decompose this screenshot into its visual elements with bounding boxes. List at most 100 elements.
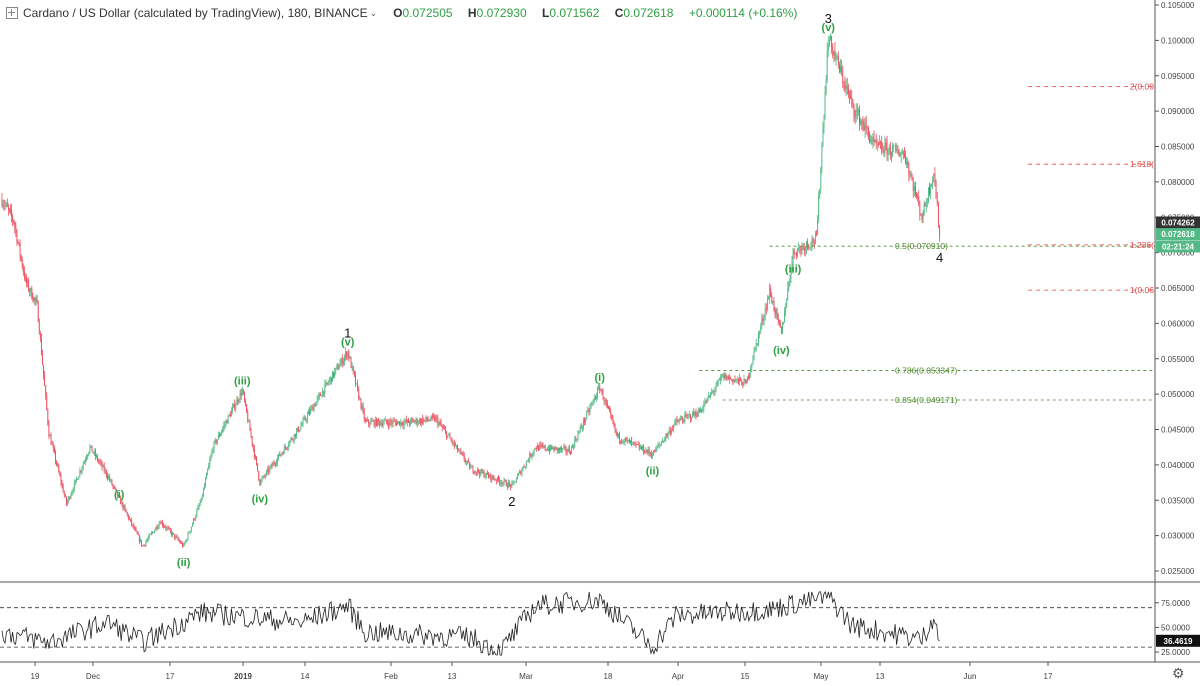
candle-body xyxy=(460,450,462,453)
price-tick-label: 0.050000 xyxy=(1161,390,1195,399)
candle-body xyxy=(488,474,489,478)
candle-body xyxy=(493,478,495,480)
candle-body xyxy=(197,506,199,511)
candle-body xyxy=(201,496,203,498)
candle-body xyxy=(795,253,797,257)
candle-body xyxy=(870,139,872,143)
candle-body xyxy=(800,247,802,251)
candle-body xyxy=(674,421,676,426)
candle-body xyxy=(12,216,14,221)
candle-body xyxy=(694,412,696,416)
candle-body xyxy=(725,374,727,381)
candle-body xyxy=(589,407,591,412)
candle-body xyxy=(557,448,559,451)
candle-body xyxy=(19,243,21,256)
candle-body xyxy=(123,506,125,509)
candle-body xyxy=(209,460,211,466)
gear-icon[interactable]: ⚙ xyxy=(1172,665,1185,681)
candle-body xyxy=(111,479,113,485)
candle-body xyxy=(203,485,205,490)
candle-body xyxy=(158,523,160,527)
candle-body xyxy=(147,537,149,540)
candle-body xyxy=(196,510,198,517)
close-label: C xyxy=(614,6,624,20)
candle-body xyxy=(649,452,651,454)
candle-body xyxy=(736,378,738,380)
candle-body xyxy=(482,471,484,473)
candle-body xyxy=(164,526,166,528)
candle-body xyxy=(514,481,516,483)
candle-body xyxy=(346,352,348,358)
major-wave-label: 3 xyxy=(825,11,832,26)
candle-body xyxy=(566,451,568,453)
candle-body xyxy=(257,463,259,472)
candle-body xyxy=(681,418,682,420)
candle-body xyxy=(169,528,171,532)
candle-body xyxy=(524,466,526,468)
candle-body xyxy=(264,475,266,477)
candle-body xyxy=(326,382,328,384)
price-tick-label: 0.080000 xyxy=(1161,178,1195,187)
candle-body xyxy=(342,360,344,365)
candle-body xyxy=(677,421,679,423)
rsi-current-value: 36.4619 xyxy=(1164,637,1193,646)
candle-body xyxy=(936,198,938,204)
candle-body xyxy=(637,444,639,446)
candle-body xyxy=(513,481,515,483)
candle-body xyxy=(545,449,547,451)
candle-body xyxy=(885,142,887,144)
time-tick-label: 13 xyxy=(448,672,457,681)
candle-body xyxy=(825,80,827,94)
candle-body xyxy=(468,460,470,463)
candle-body xyxy=(124,506,126,510)
candle-body xyxy=(865,123,867,129)
candle-body xyxy=(814,233,816,243)
candle-body xyxy=(269,467,271,472)
candle-body xyxy=(675,419,677,422)
candle-body xyxy=(625,438,627,440)
candle-body xyxy=(784,311,786,323)
candle-body xyxy=(483,471,485,477)
candle-body xyxy=(424,419,426,421)
candle-body xyxy=(87,455,89,458)
price-tick-label: 0.105000 xyxy=(1161,1,1195,10)
candle-body xyxy=(263,475,265,477)
candle-body xyxy=(913,186,915,191)
symbol-title[interactable]: Cardano / US Dollar (calculated by Tradi… xyxy=(23,6,368,20)
fib-retracement-label: 0.854(0.049171) xyxy=(895,395,958,405)
candle-body xyxy=(701,410,703,411)
candle-body xyxy=(485,472,487,477)
candle-body xyxy=(149,533,151,535)
candle-body xyxy=(820,168,822,189)
candle-body xyxy=(930,186,931,194)
candle-body xyxy=(248,421,250,423)
price-tick-label: 0.100000 xyxy=(1161,36,1195,45)
candle-body xyxy=(624,438,626,442)
candle-body xyxy=(752,359,754,364)
candle-body xyxy=(313,405,315,411)
chevron-down-icon[interactable]: ⌄ xyxy=(369,7,378,18)
candle-body xyxy=(308,411,309,415)
candle-body xyxy=(66,496,67,505)
candle-body xyxy=(90,445,92,447)
candle-body xyxy=(845,85,847,90)
plus-square-icon[interactable] xyxy=(6,7,18,19)
candle-body xyxy=(801,246,803,251)
candle-body xyxy=(299,429,301,432)
candle-body xyxy=(80,470,82,472)
candle-body xyxy=(525,461,527,467)
candle-body xyxy=(711,392,713,394)
candle-body xyxy=(202,489,204,497)
candle-body xyxy=(763,316,765,321)
candle-body xyxy=(794,253,796,255)
candle-body xyxy=(119,495,121,498)
candle-body xyxy=(321,395,323,397)
candle-body xyxy=(153,532,155,533)
candle-body xyxy=(647,449,649,453)
candle-body xyxy=(287,447,289,449)
candle-body xyxy=(370,420,372,425)
candle-body xyxy=(110,479,112,481)
candle-body xyxy=(567,448,569,452)
candle-body xyxy=(36,299,38,302)
